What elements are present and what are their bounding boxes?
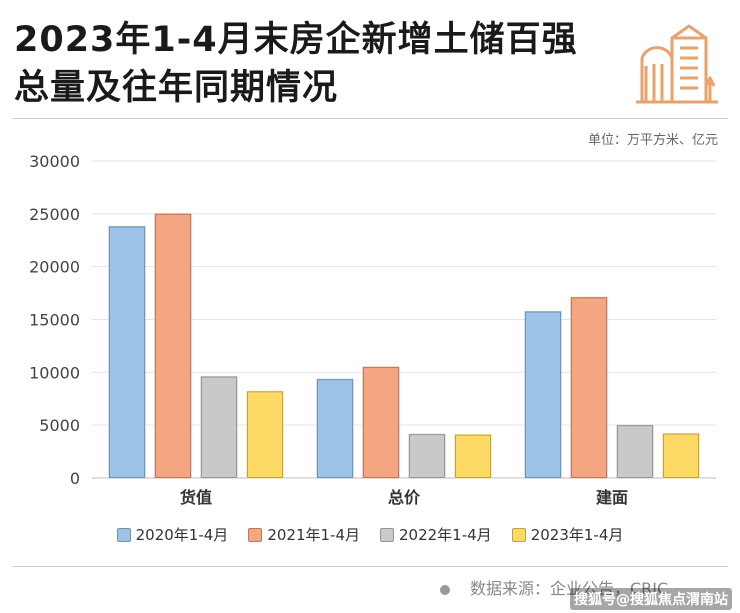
bar-outline <box>455 434 491 478</box>
legend-item: 2021年1-4月 <box>248 524 360 545</box>
legend-item: 2020年1-4月 <box>116 524 229 545</box>
bar-outline <box>155 213 191 478</box>
y-tick-label: 5000 <box>39 416 80 435</box>
bar-outline <box>409 434 445 479</box>
title-line-1: 2023年1-4月末房企新增土储百强 <box>14 20 578 60</box>
legend-label: 2023年1-4月 <box>530 526 624 544</box>
y-tick-label: 30000 <box>29 152 80 171</box>
bar <box>362 366 400 479</box>
source-note: 数据来源：企业公告，CRIC <box>440 575 668 599</box>
top-divider <box>12 118 728 119</box>
bar-outline <box>247 391 283 478</box>
legend-item: 2023年1-4月 <box>511 524 624 545</box>
bar <box>662 433 700 479</box>
x-tick-label: 货值 <box>180 488 212 507</box>
bar-outline <box>363 367 399 478</box>
legend-swatch <box>116 527 131 542</box>
chart-title: 2023年1-4月末房企新增土储百强 总量及往年同期情况 <box>14 16 614 112</box>
y-tick-label: 10000 <box>29 363 80 382</box>
legend-swatch <box>380 527 394 542</box>
bar-outline <box>317 379 353 478</box>
title-line-2: 总量及往年同期情况 <box>14 68 339 108</box>
bar <box>154 213 192 479</box>
x-tick-label: 建面 <box>596 488 628 507</box>
bar <box>200 376 238 479</box>
bullet-icon <box>440 584 450 595</box>
legend-swatch <box>511 527 526 542</box>
bar-outline <box>525 311 561 478</box>
y-tick-label: 25000 <box>29 205 80 224</box>
unit-label: 单位：万平方米、亿元 <box>587 133 718 148</box>
y-tick-label: 20000 <box>29 258 80 277</box>
bar <box>408 433 446 479</box>
bar <box>616 424 654 479</box>
source-text: 数据来源：企业公告，CRIC <box>470 579 669 598</box>
bar <box>108 226 146 479</box>
bar <box>316 378 354 479</box>
bar-outline <box>109 226 145 478</box>
legend-label: 2021年1-4月 <box>267 526 360 544</box>
legend-label: 2020年1-4月 <box>135 526 229 544</box>
legend-swatch <box>248 527 263 542</box>
y-tick-label: 15000 <box>29 311 80 330</box>
bar-outline <box>617 425 653 478</box>
bar <box>524 311 562 479</box>
bar-outline <box>663 433 699 478</box>
bar <box>246 390 284 479</box>
x-tick-label: 总价 <box>388 488 421 507</box>
bar-outline <box>201 376 237 478</box>
bar-outline <box>571 297 607 478</box>
legend-item: 2022年1-4月 <box>380 524 492 545</box>
bottom-divider <box>12 566 728 567</box>
building-icon <box>636 24 718 104</box>
y-tick-label: 0 <box>70 469 80 488</box>
bar <box>570 296 608 479</box>
bar <box>454 434 492 479</box>
legend: 2020年1-4月 2021年1-4月 2022年1-4月 2023年1-4月 <box>0 524 740 545</box>
watermark: 搜狐号@搜狐焦点渭南站 <box>570 588 732 610</box>
legend-label: 2022年1-4月 <box>399 526 492 544</box>
bar-chart: 0 5000 10000 15000 20000 25000 30000 货值 总价 建面 <box>29 152 716 507</box>
